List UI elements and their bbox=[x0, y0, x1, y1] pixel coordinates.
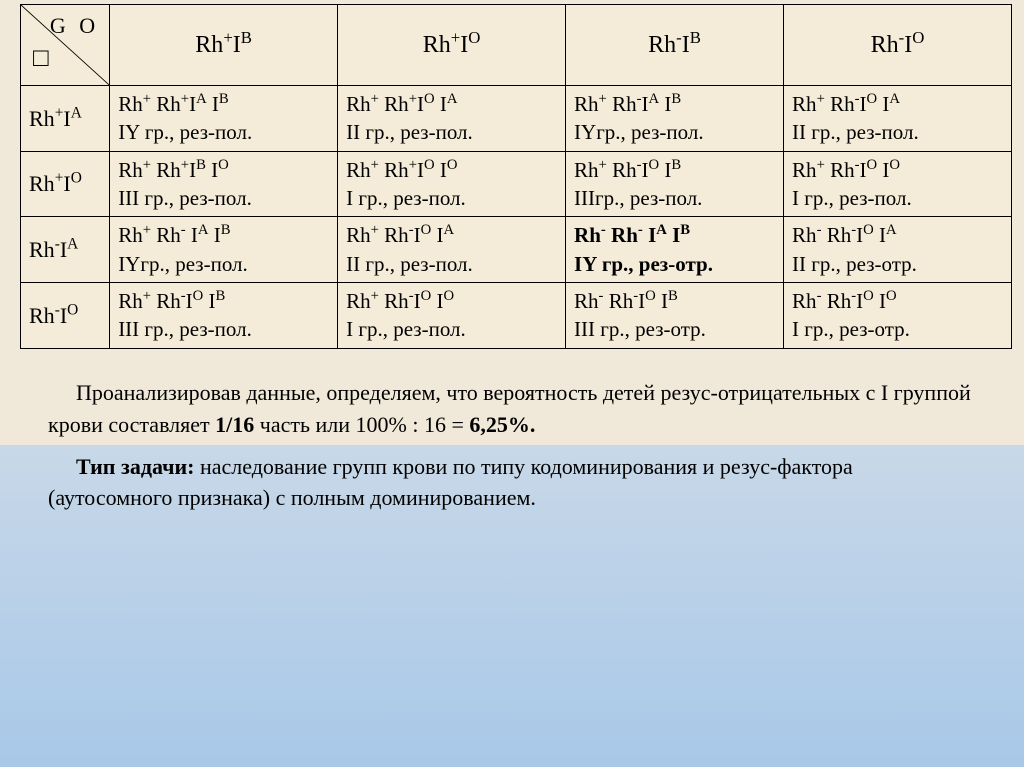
col-header-3: Rh-IO bbox=[784, 5, 1012, 86]
cell-0-3: Rh+ Rh-IO IAII гр., рез-пол. bbox=[784, 86, 1012, 152]
explanation-text: Проанализировав данные, определяем, что … bbox=[0, 349, 1024, 515]
cell-0-1: Rh+ Rh+IO IAII гр., рез-пол. bbox=[338, 86, 566, 152]
header-row: G O □ Rh+IB Rh+IO Rh-IB Rh-IO bbox=[21, 5, 1012, 86]
table-row: Rh+IARh+ Rh+IA IBIY гр., рез-пол.Rh+ Rh+… bbox=[21, 86, 1012, 152]
cell-1-2: Rh+ Rh-IO IBIIIгр., рез-пол. bbox=[566, 151, 784, 217]
cell-2-0: Rh+ Rh- IA IBIYгр., рез-пол. bbox=[110, 217, 338, 283]
cell-1-1: Rh+ Rh+IO IOI гр., рез-пол. bbox=[338, 151, 566, 217]
paragraph-1: Тип задачи: наследование групп крови по … bbox=[48, 451, 976, 515]
punnett-table-wrapper: G O □ Rh+IB Rh+IO Rh-IB Rh-IO Rh+IARh+ R… bbox=[0, 0, 1024, 349]
cell-1-3: Rh+ Rh-IO IOI гр., рез-пол. bbox=[784, 151, 1012, 217]
row-header-1: Rh+IO bbox=[21, 151, 110, 217]
cell-0-2: Rh+ Rh-IA IBIYгр., рез-пол. bbox=[566, 86, 784, 152]
table-row: Rh-IARh+ Rh- IA IBIYгр., рез-пол.Rh+ Rh-… bbox=[21, 217, 1012, 283]
cell-2-3: Rh- Rh-IO IAII гр., рез-отр. bbox=[784, 217, 1012, 283]
cell-3-0: Rh+ Rh-IO IBIII гр., рез-пол. bbox=[110, 283, 338, 349]
row-header-3: Rh-IO bbox=[21, 283, 110, 349]
gametes-label-square: □ bbox=[33, 40, 49, 75]
punnett-table: G O □ Rh+IB Rh+IO Rh-IB Rh-IO Rh+IARh+ R… bbox=[20, 4, 1012, 349]
paragraph-0: Проанализировав данные, определяем, что … bbox=[48, 377, 976, 441]
cell-0-0: Rh+ Rh+IA IBIY гр., рез-пол. bbox=[110, 86, 338, 152]
cell-3-1: Rh+ Rh-IO IOI гр., рез-пол. bbox=[338, 283, 566, 349]
table-row: Rh+IORh+ Rh+IB IOIII гр., рез-пол.Rh+ Rh… bbox=[21, 151, 1012, 217]
cell-3-3: Rh- Rh-IO IOI гр., рез-отр. bbox=[784, 283, 1012, 349]
cell-2-1: Rh+ Rh-IO IAII гр., рез-пол. bbox=[338, 217, 566, 283]
row-header-0: Rh+IA bbox=[21, 86, 110, 152]
col-header-0: Rh+IB bbox=[110, 5, 338, 86]
table-row: Rh-IORh+ Rh-IO IBIII гр., рез-пол.Rh+ Rh… bbox=[21, 283, 1012, 349]
cell-1-0: Rh+ Rh+IB IOIII гр., рез-пол. bbox=[110, 151, 338, 217]
row-header-2: Rh-IA bbox=[21, 217, 110, 283]
col-header-2: Rh-IB bbox=[566, 5, 784, 86]
gametes-label-go: G O bbox=[50, 11, 99, 41]
col-header-1: Rh+IO bbox=[338, 5, 566, 86]
cell-3-2: Rh- Rh-IO IBIII гр., рез-отр. bbox=[566, 283, 784, 349]
corner-cell: G O □ bbox=[21, 5, 110, 86]
cell-2-2: Rh- Rh- IA IBIY гр., рез-отр. bbox=[566, 217, 784, 283]
